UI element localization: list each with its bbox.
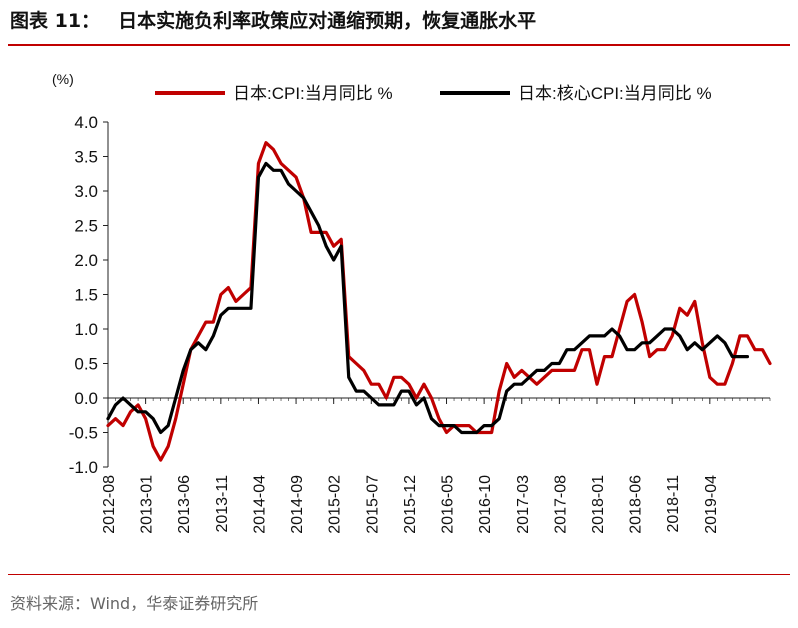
x-tick-label: 2015-07 xyxy=(364,475,381,534)
unit-label: (%) xyxy=(52,71,74,87)
x-tick-label: 2013-06 xyxy=(176,475,193,534)
x-tick-label: 2018-01 xyxy=(590,475,607,534)
x-tick-label: 2014-09 xyxy=(289,475,306,534)
legend-label-cpi: 日本:CPI:当月同比 % xyxy=(233,84,393,103)
source-note: 资料来源：Wind，华泰证券研究所 xyxy=(10,594,259,613)
y-tick-label: 2.0 xyxy=(74,251,98,270)
y-tick-label: 1.0 xyxy=(74,320,98,339)
x-tick-label: 2017-03 xyxy=(515,475,532,534)
x-tick-label: 2012-08 xyxy=(101,475,118,534)
series-line-core-cpi xyxy=(106,161,750,435)
x-tick-label: 2018-06 xyxy=(628,475,645,534)
x-tick-label: 2016-10 xyxy=(477,475,494,534)
legend-label-core-cpi: 日本:核心CPI:当月同比 % xyxy=(518,84,712,103)
x-tick-label: 2015-02 xyxy=(327,475,344,534)
x-axis: 2012-08 2013-01 2013-06 2013-11 2014-04 2014-… xyxy=(101,397,771,534)
y-tick-label: -1.0 xyxy=(69,458,98,477)
x-tick-label: 2016-05 xyxy=(440,475,457,534)
y-tick-label: 3.0 xyxy=(74,182,98,201)
y-tick-label: 1.5 xyxy=(74,286,98,305)
x-tick-label: 2015-12 xyxy=(402,475,419,534)
x-tick-label: 2013-11 xyxy=(214,475,231,533)
footer-rule xyxy=(8,574,790,575)
series-layer xyxy=(106,141,772,462)
y-axis: 4.0 3.5 3.0 2.5 2.0 1.5 1.0 0.5 0.0 -0.5 -1.0 xyxy=(69,113,109,477)
figure-label: 图表 11： xyxy=(10,10,101,32)
x-tick-label: 2013-01 xyxy=(139,475,156,534)
x-tick-label: 2018-11 xyxy=(665,475,682,533)
chart-title: 日本实施负利率政策应对通缩预期，恢复通胀水平 xyxy=(118,10,537,32)
title-rule xyxy=(8,44,790,46)
y-tick-label: -0.5 xyxy=(69,424,98,443)
x-tick-label: 2017-08 xyxy=(552,475,569,534)
figure-title: 图表 11： 日本实施负利率政策应对通缩预期，恢复通胀水平 xyxy=(10,6,790,36)
x-tick-label: 2014-04 xyxy=(251,475,268,534)
y-tick-label: 0.5 xyxy=(74,355,98,374)
y-tick-label: 2.5 xyxy=(74,217,98,236)
legend: 日本:CPI:当月同比 % 日本:核心CPI:当月同比 % xyxy=(155,84,712,103)
y-tick-label: 4.0 xyxy=(74,113,98,132)
series-line-cpi xyxy=(106,141,772,462)
y-tick-label: 3.5 xyxy=(74,148,98,167)
x-tick-label: 2019-04 xyxy=(703,475,720,534)
y-tick-label: 0.0 xyxy=(74,389,98,408)
